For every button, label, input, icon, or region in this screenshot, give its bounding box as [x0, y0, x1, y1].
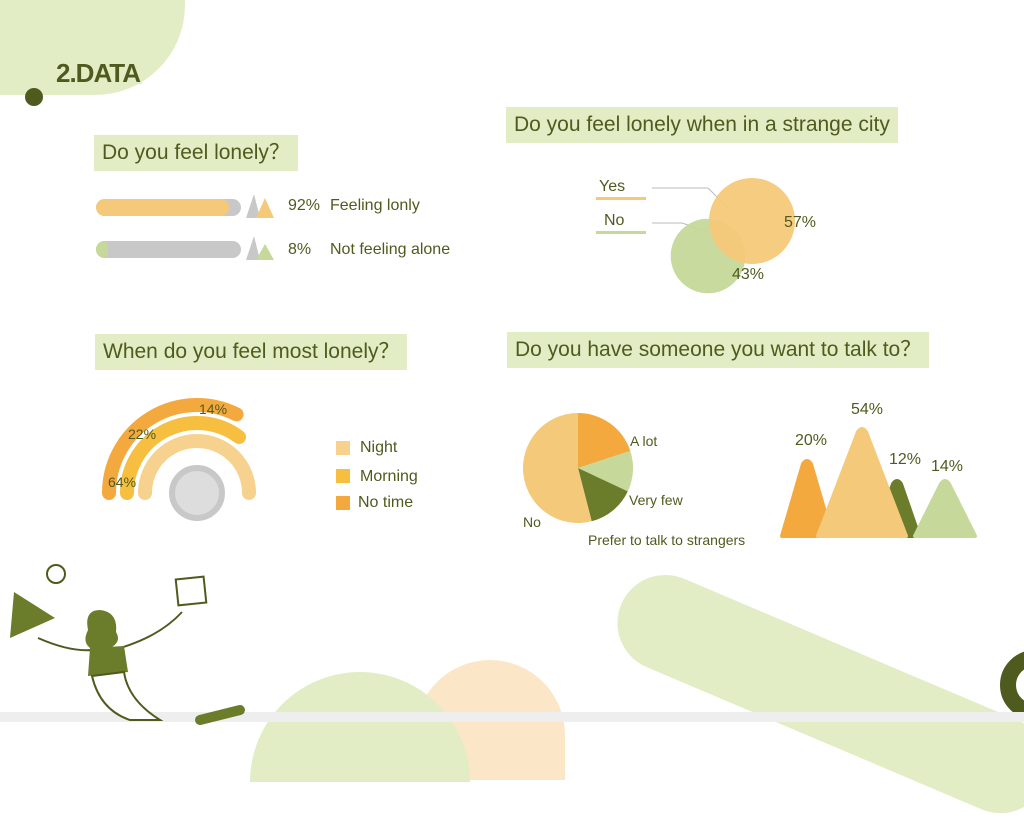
chart5-peak-1 [816, 427, 908, 538]
chart3-legend-swatch-morning [336, 469, 350, 483]
chart1-bar-track-1 [96, 241, 241, 258]
chart3-legend-swatch-notime [336, 496, 350, 510]
chart1-bar-1 [96, 241, 108, 258]
deco-bottom-strip [0, 712, 1024, 722]
chart3-center-ring [169, 465, 225, 521]
chart2-bubbles [652, 178, 795, 294]
chart5-peak-0 [780, 459, 834, 538]
chart1-peak-icon-0 [246, 194, 274, 218]
chart3-value-morning: 22% [128, 426, 157, 442]
chart1-bar-0 [96, 199, 230, 216]
chart2-title: Do you feel lonely when in a strange cit… [506, 107, 898, 143]
chart3-legend-morning: Morning [360, 468, 418, 485]
chart2-legend-no: No [604, 212, 625, 229]
chart4-label-veryfew: Very few [629, 492, 683, 508]
chart1-bar-track-0 [96, 199, 241, 216]
deco-square [174, 575, 208, 607]
woman-body [88, 646, 128, 676]
chart5-value-3: 14% [931, 458, 964, 475]
chart2-bubble-yes [709, 178, 795, 264]
chart3-arc-night [138, 434, 256, 500]
section-title: 2.DATA [56, 58, 141, 88]
chart5-peak-3 [913, 479, 977, 538]
chart4-title: Do you have someone you want to talk to？ [507, 332, 930, 368]
chart5-peaks [780, 427, 977, 538]
chart4-pie [522, 413, 634, 523]
chart5-value-1: 54% [851, 401, 884, 418]
chart3-legend-swatch-night [336, 441, 350, 455]
deco-dot [25, 88, 43, 106]
chart2-value-no: 43% [732, 266, 765, 283]
chart1-label-1: Not feeling alone [330, 241, 451, 258]
chart3-arc-morning [120, 416, 246, 500]
chart3-value-notime: 14% [199, 401, 228, 417]
chart2-value-yes: 57% [784, 214, 817, 231]
chart2-legend-no-underline [596, 231, 646, 234]
chart1-value-0: 92% [288, 197, 321, 214]
chart1-value-1: 8% [288, 241, 312, 258]
chart3-arcs [102, 398, 256, 521]
woman-illustration [10, 564, 245, 725]
chart4-label-strangers: Prefer to talk to strangers [588, 532, 746, 548]
deco-bottom-right-ring [1000, 650, 1024, 720]
deco-circle-outline [46, 564, 66, 584]
chart3-arc-notime [102, 398, 244, 500]
chart4-slice-strangers [578, 468, 628, 522]
chart4-slice-no [522, 413, 592, 523]
chart3-value-night: 64% [108, 474, 137, 490]
chart3-title: When do you feel most lonely？ [95, 334, 408, 370]
chart3-legend-night: Night [360, 439, 398, 456]
chart5-value-0: 20% [795, 432, 828, 449]
woman-hair [85, 610, 118, 648]
deco-triangle [10, 592, 55, 638]
chart4-label-alot: A lot [630, 433, 658, 449]
chart1-peak-icon-1 [246, 236, 274, 260]
chart3-legend-notime: No time [358, 494, 414, 511]
chart4-slice-alot [578, 413, 631, 468]
chart2-legend-yes: Yes [599, 178, 626, 195]
chart2-legend-yes-underline [596, 197, 646, 200]
chart1-label-0: Feeling lonly [330, 197, 420, 214]
chart4-label-no: No [523, 514, 541, 530]
chart1-title: Do you feel lonely？ [94, 135, 298, 171]
chart4-slice-veryfew [578, 451, 634, 492]
chart5-value-2: 12% [889, 451, 922, 468]
deco-bottom-right-band [602, 560, 1024, 828]
